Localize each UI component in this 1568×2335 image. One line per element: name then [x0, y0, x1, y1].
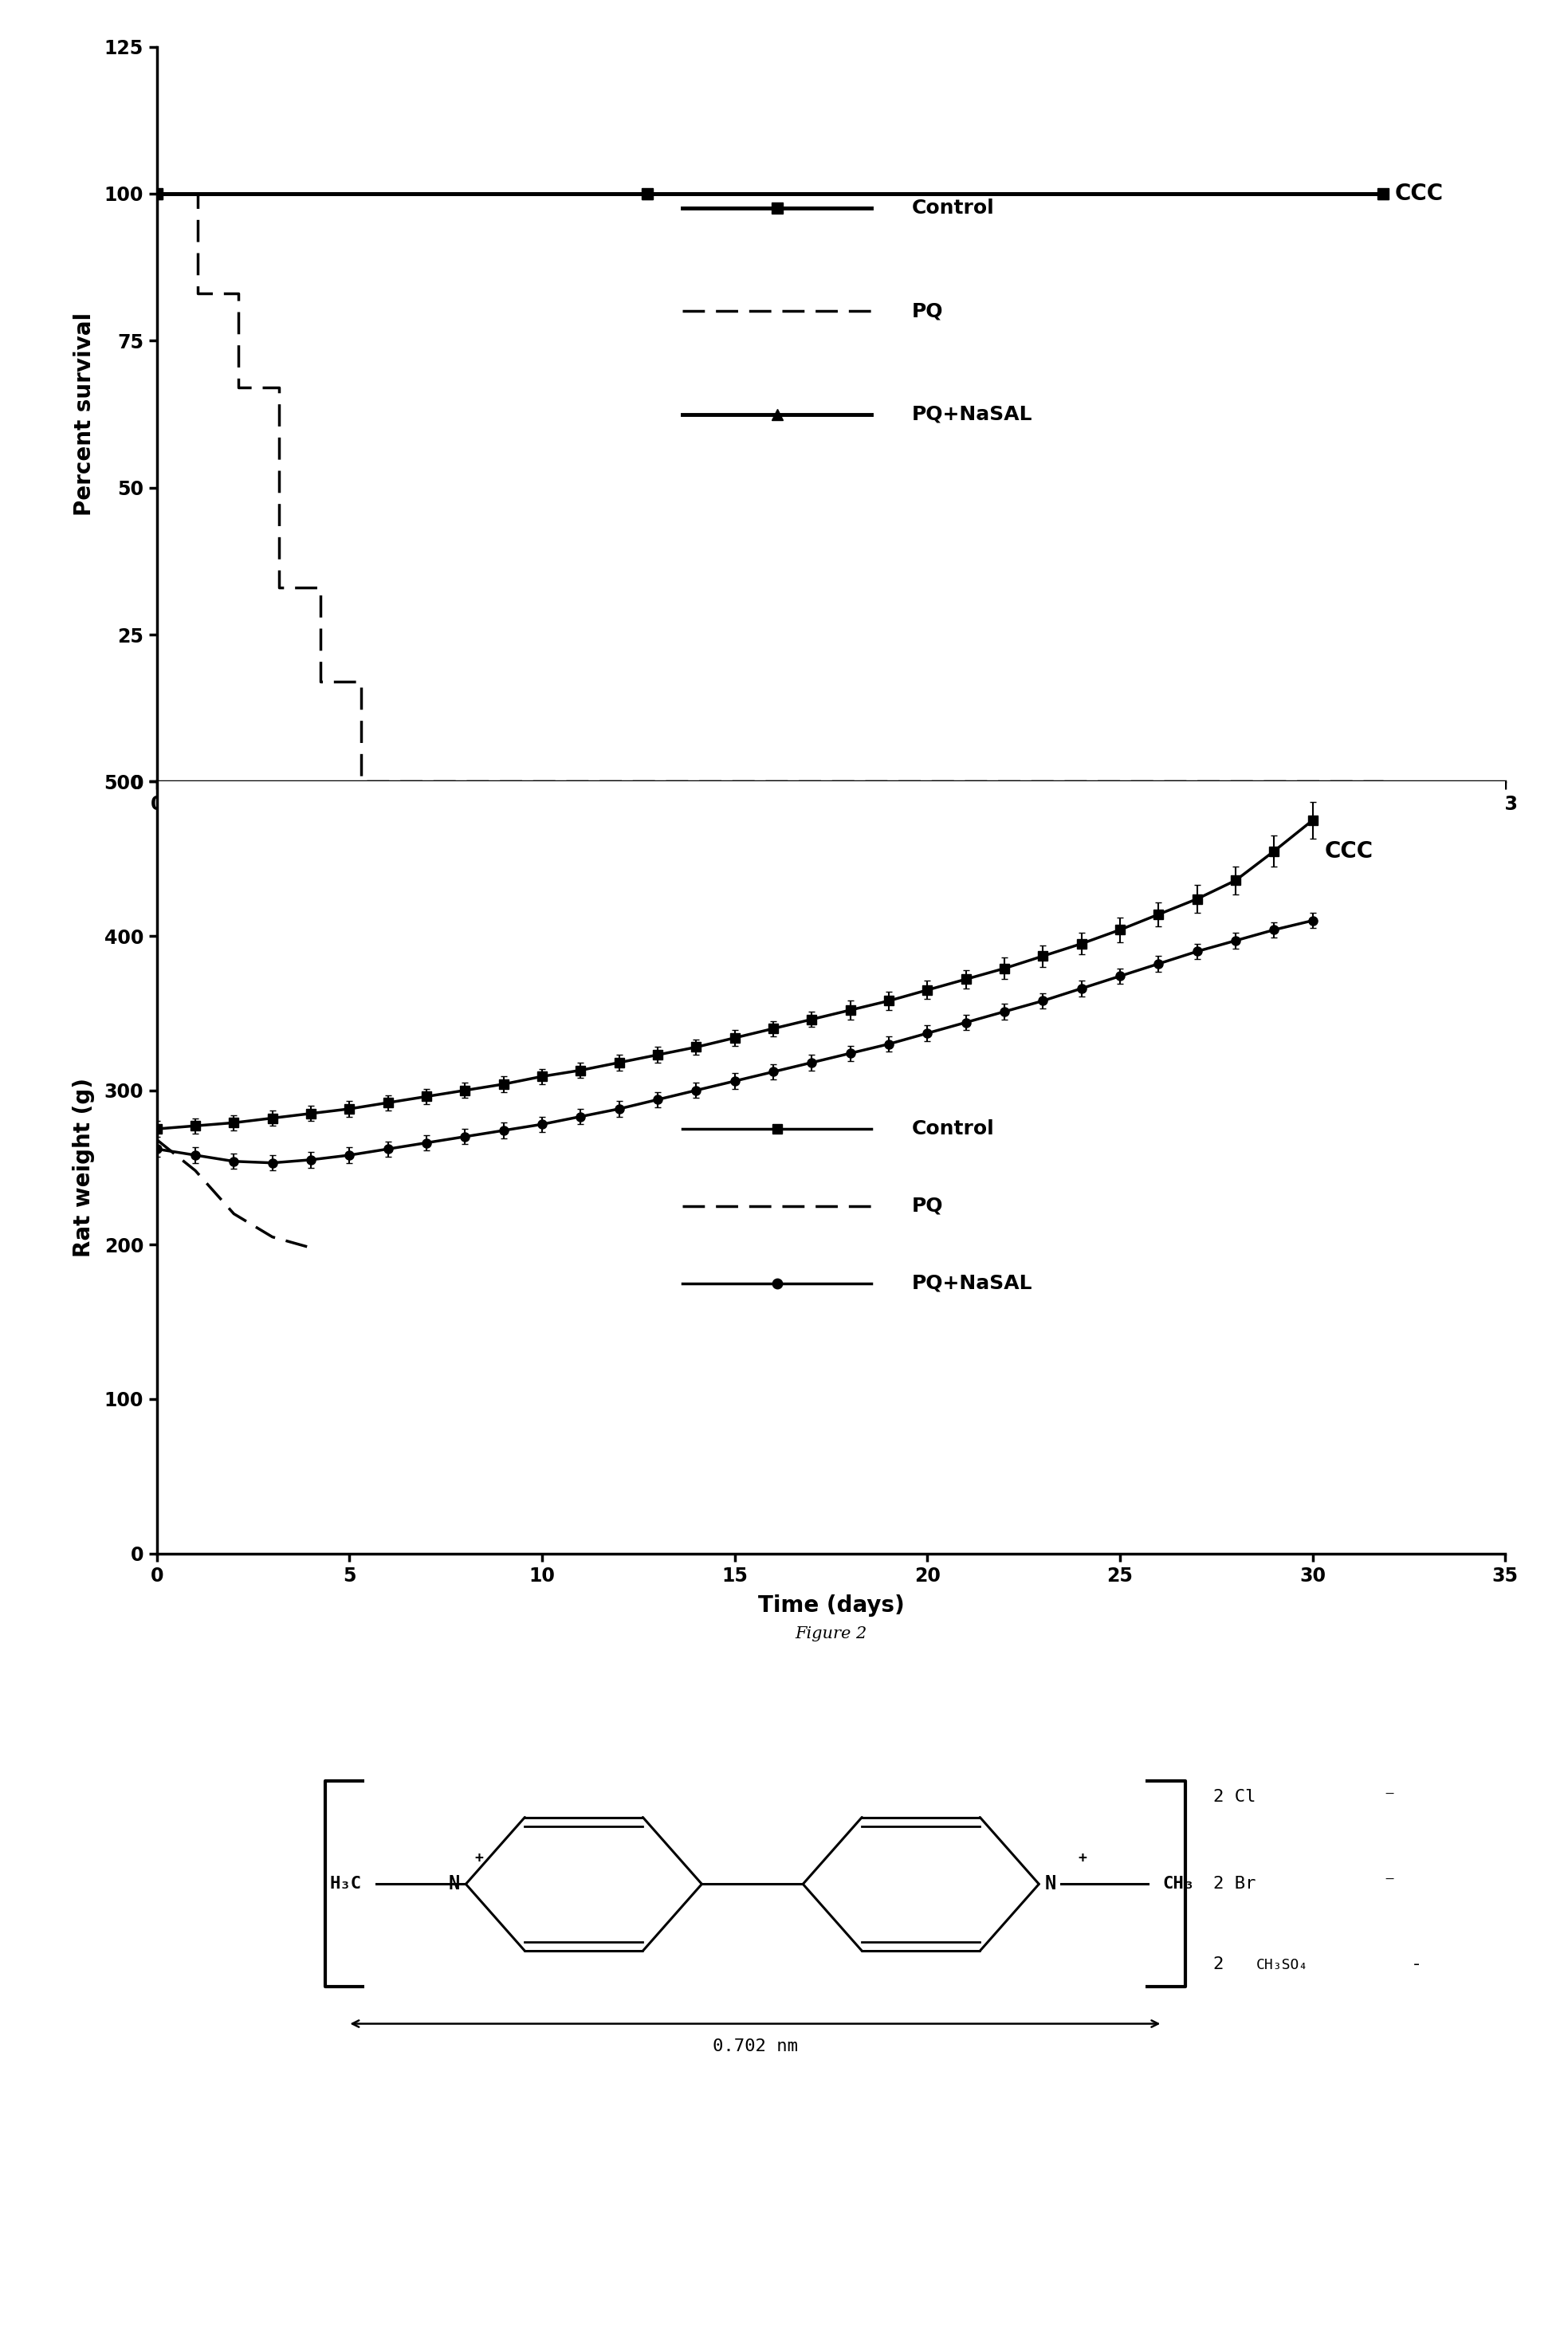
Text: Figure 1: Figure 1 [795, 866, 867, 880]
X-axis label: Time (days): Time (days) [757, 1595, 905, 1616]
Text: PQ: PQ [913, 301, 944, 320]
X-axis label: Time (days): Time (days) [757, 822, 905, 845]
Text: +: + [1079, 1852, 1087, 1866]
Text: Control: Control [913, 198, 994, 217]
Text: Figure 2: Figure 2 [795, 1625, 867, 1642]
Y-axis label: Percent survival: Percent survival [74, 313, 96, 516]
Text: CCC: CCC [1396, 182, 1444, 205]
Y-axis label: Rat weight (g): Rat weight (g) [72, 1079, 96, 1256]
Text: ⁻: ⁻ [1385, 1875, 1394, 1894]
Text: ⁻: ⁻ [1385, 1789, 1394, 1807]
Text: PQ: PQ [913, 1196, 944, 1217]
Text: Control: Control [913, 1118, 994, 1139]
Text: PQ+NaSAL: PQ+NaSAL [913, 1273, 1033, 1294]
Text: 2 Cl: 2 Cl [1214, 1789, 1256, 1805]
Text: +: + [475, 1852, 483, 1866]
Text: N: N [1044, 1875, 1055, 1894]
Text: CH₃SO₄: CH₃SO₄ [1256, 1959, 1308, 1973]
Text: CCC: CCC [1325, 841, 1374, 862]
Text: 0.702 nm: 0.702 nm [712, 2038, 798, 2055]
Text: PQ+NaSAL: PQ+NaSAL [913, 404, 1033, 423]
Text: N: N [448, 1875, 461, 1894]
Text: H₃C: H₃C [329, 1875, 361, 1891]
Text: 2 Br: 2 Br [1214, 1875, 1256, 1891]
Text: 2: 2 [1214, 1957, 1234, 1973]
Text: -: - [1413, 1957, 1419, 1973]
Text: CH₃: CH₃ [1162, 1875, 1195, 1891]
